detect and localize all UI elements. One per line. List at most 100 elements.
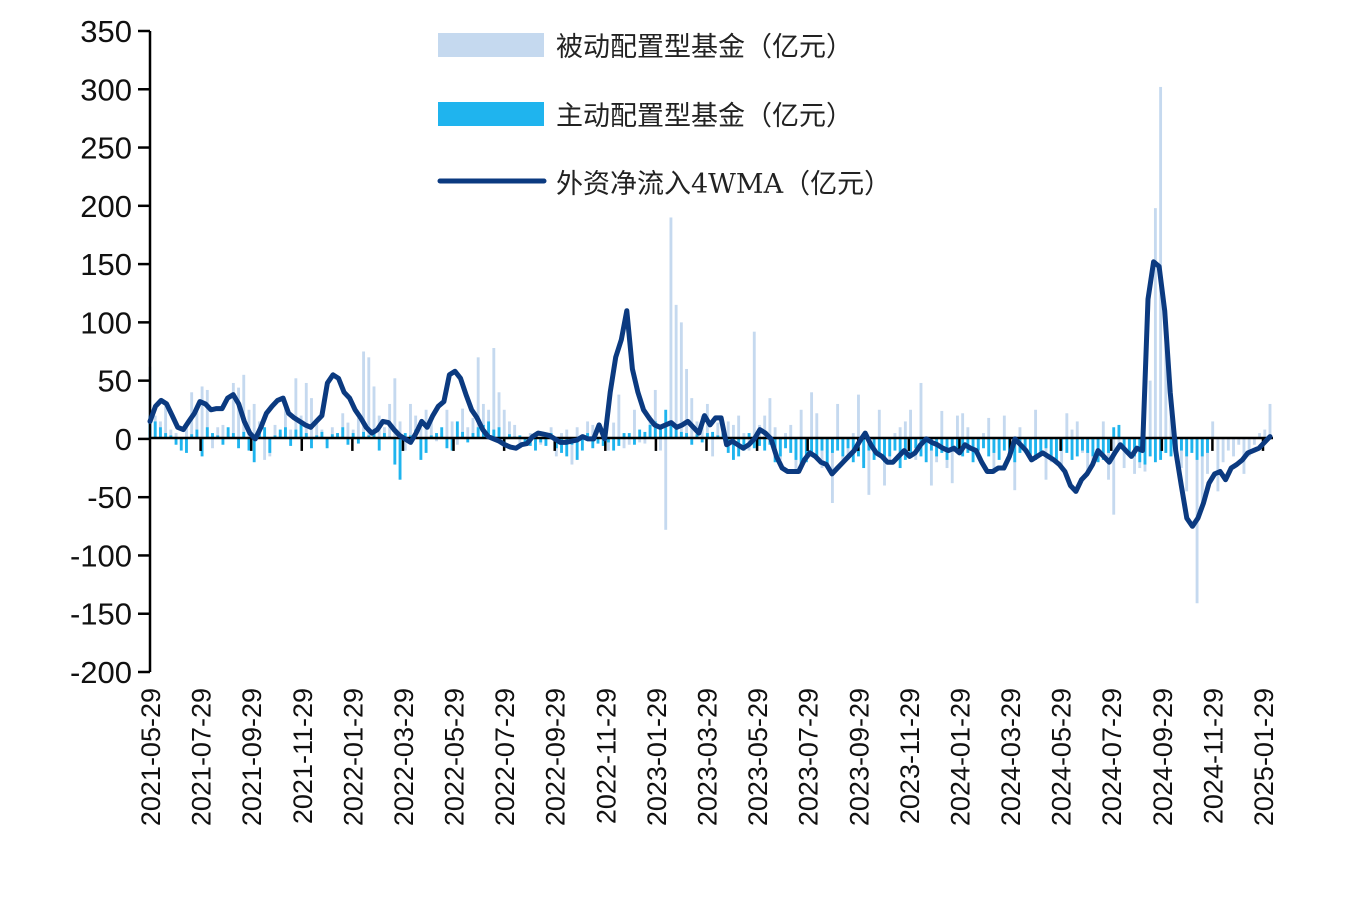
passive-bar bbox=[164, 403, 168, 439]
passive-bar bbox=[836, 403, 840, 439]
passive-bar bbox=[664, 438, 668, 530]
passive-bar bbox=[622, 438, 626, 449]
active-bar bbox=[1200, 438, 1204, 457]
active-bar bbox=[695, 434, 699, 439]
legend-swatch-active bbox=[438, 102, 544, 126]
passive-bar bbox=[1200, 438, 1204, 504]
passive-bar bbox=[492, 348, 496, 439]
passive-bar bbox=[304, 382, 308, 439]
active-bar bbox=[752, 438, 756, 449]
passive-bar bbox=[674, 304, 678, 439]
active-bar bbox=[185, 438, 188, 453]
passive-bar bbox=[284, 406, 287, 439]
active-bar bbox=[700, 438, 704, 443]
active-bar bbox=[377, 438, 381, 451]
passive-bar bbox=[627, 438, 631, 445]
active-bar bbox=[830, 438, 834, 453]
active-bar bbox=[226, 427, 230, 439]
passive-bar bbox=[659, 438, 662, 451]
active-bar bbox=[778, 438, 782, 457]
active-bar bbox=[810, 438, 814, 457]
active-bar bbox=[1190, 438, 1194, 453]
passive-bar bbox=[1221, 438, 1225, 463]
passive-bar bbox=[1086, 438, 1090, 472]
passive-bar bbox=[982, 433, 985, 439]
passive-bar bbox=[174, 433, 178, 439]
x-tick-label: 2022-11-29 bbox=[591, 688, 621, 824]
passive-bar bbox=[403, 438, 407, 451]
passive-bar bbox=[732, 424, 735, 439]
active-bar bbox=[554, 438, 558, 449]
passive-bar bbox=[950, 438, 954, 484]
active-bar bbox=[763, 438, 767, 451]
passive-bar bbox=[476, 357, 480, 439]
foreign-inflow-4wma-line bbox=[147, 259, 1273, 529]
y-tick-label: 350 bbox=[80, 14, 132, 49]
passive-bar bbox=[820, 438, 824, 469]
active-bar bbox=[341, 427, 345, 439]
active-bar bbox=[794, 438, 798, 460]
active-bar bbox=[638, 429, 642, 439]
active-bar bbox=[403, 433, 407, 439]
active-bar bbox=[1206, 438, 1209, 453]
passive-bar bbox=[1252, 438, 1256, 445]
active-bar bbox=[346, 438, 350, 445]
active-bar bbox=[1086, 438, 1090, 453]
passive-bar bbox=[919, 382, 923, 439]
active-bar bbox=[841, 438, 845, 457]
passive-bar bbox=[497, 392, 501, 439]
passive-bar bbox=[726, 421, 730, 439]
passive-bar bbox=[789, 424, 793, 439]
active-bar bbox=[976, 438, 980, 451]
active-bar bbox=[679, 431, 683, 439]
x-tick-label: 2024-05-29 bbox=[1047, 688, 1077, 826]
active-bar bbox=[1081, 438, 1084, 451]
active-bar bbox=[1023, 438, 1027, 451]
passive-bar bbox=[455, 438, 459, 445]
passive-bar bbox=[1164, 343, 1168, 439]
active-bar bbox=[299, 421, 303, 439]
passive-bar bbox=[1216, 438, 1220, 492]
active-bar bbox=[294, 429, 298, 439]
legend-item-active: 主动配置型基金（亿元） bbox=[438, 101, 853, 132]
active-bar bbox=[820, 438, 824, 451]
passive-bar bbox=[450, 421, 454, 439]
y-tick-label: -100 bbox=[70, 538, 132, 573]
active-bar bbox=[1169, 438, 1173, 457]
active-bar bbox=[742, 438, 746, 451]
passive-bar bbox=[1122, 438, 1126, 469]
active-bar bbox=[888, 438, 892, 457]
active-bar bbox=[1153, 438, 1157, 463]
active-bar bbox=[1143, 438, 1147, 465]
passive-bar bbox=[867, 438, 871, 495]
passive-bar bbox=[570, 438, 574, 465]
active-bar bbox=[1091, 438, 1095, 457]
passive-bar bbox=[929, 438, 933, 486]
passive-bar bbox=[565, 429, 569, 439]
x-tick-label: 2023-09-29 bbox=[844, 688, 874, 826]
x-tick-label: 2021-11-29 bbox=[288, 688, 318, 824]
passive-bar bbox=[508, 421, 511, 439]
passive-bar bbox=[1237, 438, 1241, 445]
active-bar bbox=[674, 427, 678, 439]
passive-bar bbox=[393, 378, 397, 439]
passive-bar bbox=[1258, 433, 1262, 439]
passive-bar bbox=[231, 382, 235, 439]
x-tick-label: 2023-03-29 bbox=[693, 688, 723, 826]
passive-bar bbox=[1075, 421, 1079, 439]
active-bar bbox=[622, 433, 626, 439]
x-tick-label: 2023-11-29 bbox=[895, 688, 925, 824]
active-bar bbox=[950, 438, 954, 449]
active-bar bbox=[627, 433, 631, 439]
passive-bar bbox=[586, 421, 590, 439]
active-bar bbox=[1180, 438, 1183, 451]
passive-bar bbox=[799, 409, 803, 439]
active-bar bbox=[158, 427, 162, 439]
passive-bar bbox=[221, 424, 225, 439]
passive-bar bbox=[461, 408, 464, 439]
passive-bar bbox=[211, 438, 214, 449]
passive-bar bbox=[992, 438, 996, 474]
active-bar bbox=[398, 438, 402, 480]
x-tick-label: 2022-07-29 bbox=[490, 688, 520, 826]
active-bar bbox=[231, 433, 235, 439]
